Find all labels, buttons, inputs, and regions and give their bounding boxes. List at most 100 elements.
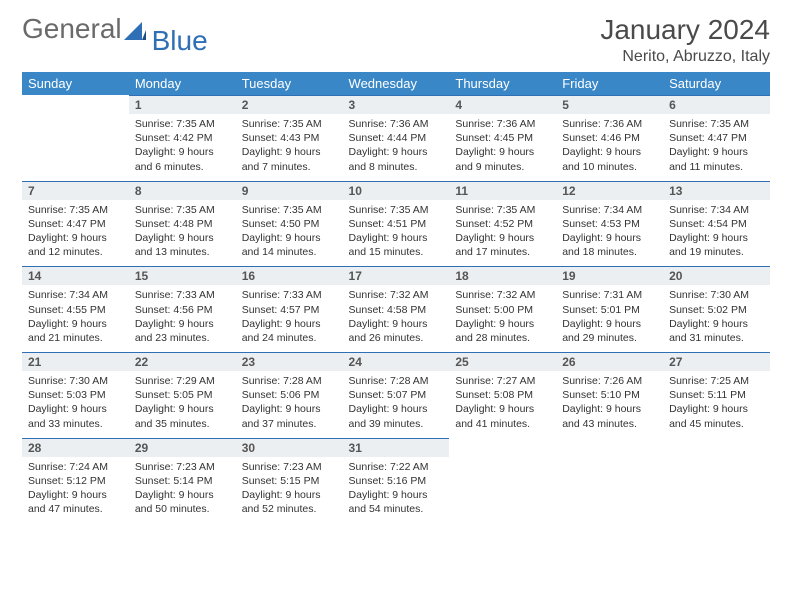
day-number: 12	[556, 181, 663, 200]
daylight-line: Daylight: 9 hours and 9 minutes.	[455, 145, 550, 173]
day-number: 13	[663, 181, 770, 200]
sunrise-line: Sunrise: 7:25 AM	[669, 374, 764, 388]
calendar-cell: 21Sunrise: 7:30 AMSunset: 5:03 PMDayligh…	[22, 352, 129, 438]
day-body: Sunrise: 7:24 AMSunset: 5:12 PMDaylight:…	[22, 457, 129, 524]
day-number: 26	[556, 352, 663, 371]
sunrise-line: Sunrise: 7:34 AM	[562, 203, 657, 217]
sunset-line: Sunset: 4:45 PM	[455, 131, 550, 145]
calendar-cell: 6Sunrise: 7:35 AMSunset: 4:47 PMDaylight…	[663, 95, 770, 181]
calendar-table: Sunday Monday Tuesday Wednesday Thursday…	[22, 72, 770, 523]
sunrise-line: Sunrise: 7:35 AM	[242, 117, 337, 131]
sunrise-line: Sunrise: 7:30 AM	[28, 374, 123, 388]
calendar-body: 01Sunrise: 7:35 AMSunset: 4:42 PMDayligh…	[22, 95, 770, 523]
sunrise-line: Sunrise: 7:22 AM	[349, 460, 444, 474]
calendar-cell: 0	[22, 95, 129, 181]
calendar-week-row: 28Sunrise: 7:24 AMSunset: 5:12 PMDayligh…	[22, 438, 770, 524]
sunset-line: Sunset: 5:06 PM	[242, 388, 337, 402]
sunrise-line: Sunrise: 7:23 AM	[242, 460, 337, 474]
sunset-line: Sunset: 5:01 PM	[562, 303, 657, 317]
calendar-cell: 12Sunrise: 7:34 AMSunset: 4:53 PMDayligh…	[556, 181, 663, 267]
daylight-line: Daylight: 9 hours and 33 minutes.	[28, 402, 123, 430]
weekday-header: Thursday	[449, 72, 556, 95]
weekday-header: Monday	[129, 72, 236, 95]
daylight-line: Daylight: 9 hours and 29 minutes.	[562, 317, 657, 345]
calendar-cell: 9Sunrise: 7:35 AMSunset: 4:50 PMDaylight…	[236, 181, 343, 267]
sunset-line: Sunset: 4:50 PM	[242, 217, 337, 231]
day-number: 23	[236, 352, 343, 371]
calendar-cell: 5Sunrise: 7:36 AMSunset: 4:46 PMDaylight…	[556, 95, 663, 181]
sunrise-line: Sunrise: 7:35 AM	[135, 117, 230, 131]
day-body: Sunrise: 7:32 AMSunset: 5:00 PMDaylight:…	[449, 285, 556, 352]
brand-word-1: General	[22, 14, 122, 43]
sunset-line: Sunset: 5:00 PM	[455, 303, 550, 317]
calendar-cell: 24Sunrise: 7:28 AMSunset: 5:07 PMDayligh…	[343, 352, 450, 438]
sunset-line: Sunset: 4:43 PM	[242, 131, 337, 145]
calendar-cell: 22Sunrise: 7:29 AMSunset: 5:05 PMDayligh…	[129, 352, 236, 438]
day-number: 17	[343, 266, 450, 285]
day-body: Sunrise: 7:35 AMSunset: 4:51 PMDaylight:…	[343, 200, 450, 267]
sunset-line: Sunset: 4:53 PM	[562, 217, 657, 231]
sunrise-line: Sunrise: 7:35 AM	[669, 117, 764, 131]
sunrise-line: Sunrise: 7:35 AM	[349, 203, 444, 217]
day-body: Sunrise: 7:30 AMSunset: 5:03 PMDaylight:…	[22, 371, 129, 438]
day-body: Sunrise: 7:34 AMSunset: 4:53 PMDaylight:…	[556, 200, 663, 267]
sunset-line: Sunset: 4:57 PM	[242, 303, 337, 317]
title-block: January 2024 Nerito, Abruzzo, Italy	[600, 14, 770, 66]
sunrise-line: Sunrise: 7:33 AM	[242, 288, 337, 302]
calendar-cell: 0	[556, 438, 663, 524]
sunrise-line: Sunrise: 7:32 AM	[455, 288, 550, 302]
day-number: 30	[236, 438, 343, 457]
sunset-line: Sunset: 5:07 PM	[349, 388, 444, 402]
calendar-week-row: 7Sunrise: 7:35 AMSunset: 4:47 PMDaylight…	[22, 181, 770, 267]
day-body: Sunrise: 7:33 AMSunset: 4:56 PMDaylight:…	[129, 285, 236, 352]
daylight-line: Daylight: 9 hours and 54 minutes.	[349, 488, 444, 516]
sunset-line: Sunset: 5:14 PM	[135, 474, 230, 488]
day-number: 29	[129, 438, 236, 457]
day-number: 16	[236, 266, 343, 285]
daylight-line: Daylight: 9 hours and 26 minutes.	[349, 317, 444, 345]
day-number: 1	[129, 95, 236, 114]
day-body: Sunrise: 7:36 AMSunset: 4:44 PMDaylight:…	[343, 114, 450, 181]
day-body: Sunrise: 7:22 AMSunset: 5:16 PMDaylight:…	[343, 457, 450, 524]
day-body: Sunrise: 7:35 AMSunset: 4:52 PMDaylight:…	[449, 200, 556, 267]
day-number: 27	[663, 352, 770, 371]
daylight-line: Daylight: 9 hours and 47 minutes.	[28, 488, 123, 516]
sunrise-line: Sunrise: 7:35 AM	[135, 203, 230, 217]
sunrise-line: Sunrise: 7:36 AM	[349, 117, 444, 131]
calendar-week-row: 14Sunrise: 7:34 AMSunset: 4:55 PMDayligh…	[22, 266, 770, 352]
day-number: 8	[129, 181, 236, 200]
daylight-line: Daylight: 9 hours and 35 minutes.	[135, 402, 230, 430]
sunset-line: Sunset: 5:08 PM	[455, 388, 550, 402]
day-body: Sunrise: 7:28 AMSunset: 5:06 PMDaylight:…	[236, 371, 343, 438]
calendar-cell: 26Sunrise: 7:26 AMSunset: 5:10 PMDayligh…	[556, 352, 663, 438]
brand-word-2: Blue	[152, 26, 208, 55]
calendar-cell: 7Sunrise: 7:35 AMSunset: 4:47 PMDaylight…	[22, 181, 129, 267]
calendar-cell: 29Sunrise: 7:23 AMSunset: 5:14 PMDayligh…	[129, 438, 236, 524]
day-body: Sunrise: 7:30 AMSunset: 5:02 PMDaylight:…	[663, 285, 770, 352]
sunrise-line: Sunrise: 7:34 AM	[669, 203, 764, 217]
day-body: Sunrise: 7:33 AMSunset: 4:57 PMDaylight:…	[236, 285, 343, 352]
day-body: Sunrise: 7:23 AMSunset: 5:14 PMDaylight:…	[129, 457, 236, 524]
sunset-line: Sunset: 4:42 PM	[135, 131, 230, 145]
daylight-line: Daylight: 9 hours and 10 minutes.	[562, 145, 657, 173]
day-body: Sunrise: 7:25 AMSunset: 5:11 PMDaylight:…	[663, 371, 770, 438]
day-number: 19	[556, 266, 663, 285]
day-number: 3	[343, 95, 450, 114]
weekday-header: Saturday	[663, 72, 770, 95]
day-body: Sunrise: 7:34 AMSunset: 4:55 PMDaylight:…	[22, 285, 129, 352]
weekday-header-row: Sunday Monday Tuesday Wednesday Thursday…	[22, 72, 770, 95]
daylight-line: Daylight: 9 hours and 19 minutes.	[669, 231, 764, 259]
day-number: 6	[663, 95, 770, 114]
daylight-line: Daylight: 9 hours and 50 minutes.	[135, 488, 230, 516]
daylight-line: Daylight: 9 hours and 11 minutes.	[669, 145, 764, 173]
weekday-header: Sunday	[22, 72, 129, 95]
day-body: Sunrise: 7:35 AMSunset: 4:50 PMDaylight:…	[236, 200, 343, 267]
sunset-line: Sunset: 5:05 PM	[135, 388, 230, 402]
weekday-header: Friday	[556, 72, 663, 95]
weekday-header: Tuesday	[236, 72, 343, 95]
sunrise-line: Sunrise: 7:35 AM	[28, 203, 123, 217]
calendar-cell: 0	[663, 438, 770, 524]
sunrise-line: Sunrise: 7:35 AM	[455, 203, 550, 217]
day-body: Sunrise: 7:32 AMSunset: 4:58 PMDaylight:…	[343, 285, 450, 352]
daylight-line: Daylight: 9 hours and 7 minutes.	[242, 145, 337, 173]
